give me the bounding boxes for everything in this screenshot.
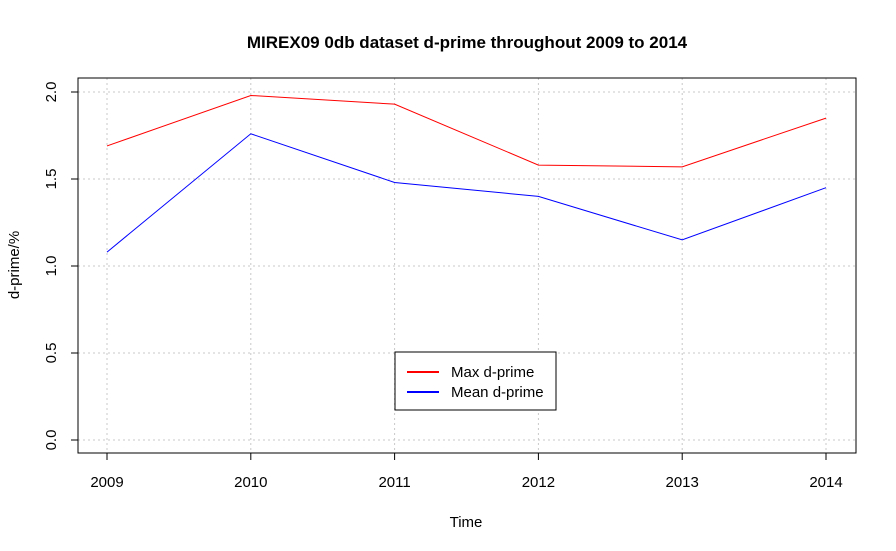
x-axis-label: Time	[450, 514, 483, 531]
legend-label: Max d-prime	[451, 364, 534, 381]
legend: Max d-prime Mean d-prime	[394, 351, 557, 411]
y-tick-label: 2.0	[43, 82, 60, 103]
legend-label: Mean d-prime	[451, 384, 544, 401]
x-tick-label: 2012	[522, 474, 555, 491]
y-tick-label: 1.5	[43, 169, 60, 190]
legend-box	[394, 351, 557, 411]
series-line-max-d-prime	[106, 94, 827, 168]
y-tick-label: 0.0	[43, 430, 60, 451]
y-axis: 0.0 0.5 1.0 1.5 2.0	[43, 82, 78, 451]
x-tick-label: 2009	[90, 474, 123, 491]
series-lines	[106, 94, 827, 253]
x-tick-label: 2013	[666, 474, 699, 491]
chart-title: MIREX09 0db dataset d-prime throughout 2…	[247, 33, 688, 52]
x-tick-label: 2010	[234, 474, 267, 491]
y-axis-label: d-prime/%	[6, 231, 23, 299]
x-tick-label: 2014	[809, 474, 842, 491]
x-tick-label: 2011	[378, 474, 410, 491]
y-tick-label: 0.5	[43, 343, 60, 364]
y-tick-label: 1.0	[43, 256, 60, 277]
x-axis: 2009 2010 2011 2012 2013 2014	[90, 453, 843, 491]
series-line-mean-d-prime	[106, 133, 827, 253]
